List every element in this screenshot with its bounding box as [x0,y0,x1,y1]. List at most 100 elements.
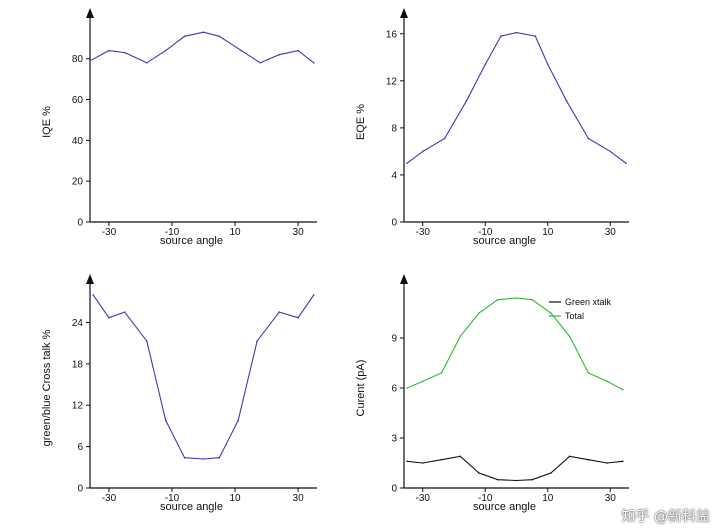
data-point [183,35,186,38]
data-point [313,62,315,64]
y-tick-label: 8 [391,123,397,134]
y-tick-label: 20 [72,177,84,188]
data-point [218,456,221,459]
data-point [146,340,148,342]
data-point [531,298,533,301]
data-point [515,31,518,34]
y-axis-arrow [86,8,94,18]
x-tick-label: -10 [165,227,180,238]
data-point [218,35,221,38]
data-point [406,162,408,164]
y-tick-label: 6 [77,442,83,453]
x-axis-label: source angle [160,501,223,513]
y-tick-label: 12 [386,76,398,87]
data-point [259,62,262,64]
y-tick-label: 0 [391,484,397,495]
y-axis-label: green/blue Cross talk % [41,329,53,446]
data-point [531,478,533,481]
y-tick-label: 0 [77,218,83,229]
y-axis-arrow [86,274,94,284]
y-tick-label: 6 [391,384,397,395]
chart-2: 0 4 8 12 16 -30 -10 10 30 source angle EQE % [355,8,629,247]
data-point [123,311,126,313]
x-tick-label: 10 [229,227,241,238]
data-point [440,372,443,374]
data-point [459,335,462,338]
y-tick-label: 3 [391,434,397,445]
data-point [478,312,480,314]
y-tick-label: 80 [72,54,84,65]
data-point [164,49,167,52]
x-tick-label: -10 [165,493,180,504]
x-tick-label: 30 [293,227,305,238]
data-point [108,49,110,52]
data-point [297,316,299,319]
chart-1: 0 20 40 60 80 -30 -10 10 30 source angle IQE % [41,8,317,247]
watermark: 知乎 @新科益 [621,509,710,525]
x-tick-label: 10 [229,493,241,504]
data-point [587,137,590,140]
data-point [515,297,518,299]
data-point [497,298,499,301]
series-line-1 [406,32,627,164]
x-tick-label: -10 [478,227,493,238]
data-point [123,51,126,54]
y-tick-label: 18 [72,359,84,370]
data-point [622,460,624,463]
data-point [406,387,408,389]
y-tick-label: 60 [72,95,84,106]
data-point [497,478,499,481]
x-tick-label: -30 [102,493,117,504]
x-tick-label: 30 [605,227,617,238]
data-point [459,455,462,458]
data-point [278,311,281,313]
data-point [440,458,443,461]
series-line-total [406,297,624,391]
series-line-1 [92,294,315,460]
x-tick-label: 30 [605,493,617,504]
x-axis-label: source angle [473,235,536,247]
data-point [484,63,487,66]
y-axis-arrow [400,8,408,18]
data-point [422,462,424,464]
y-tick-label: 0 [77,484,83,495]
y-tick-label: 0 [391,218,397,229]
legend-label: Total [565,311,584,321]
data-point [515,479,518,482]
legend: Green xtalk Total [549,297,612,321]
data-point [92,294,94,296]
data-point [587,458,590,461]
series-line-green-xtalk [407,455,623,482]
data-point [202,31,205,33]
x-tick-label: -30 [102,227,117,238]
x-tick-label: -30 [416,493,431,504]
data-point [422,380,424,383]
y-tick-label: 24 [72,318,84,329]
y-tick-label: 9 [391,334,397,345]
series-line-1 [89,31,315,64]
data-point [108,316,110,319]
y-axis-arrow [400,274,408,284]
data-point [609,150,612,153]
data-point [606,380,608,383]
data-point [256,340,258,342]
legend-label: Green xtalk [565,297,612,307]
data-point [534,35,537,37]
data-point [550,472,552,474]
x-axis-label: source angle [160,235,223,247]
data-point [465,100,468,102]
x-tick-label: 10 [542,227,554,238]
data-point [568,335,571,338]
y-tick-label: 12 [72,401,84,412]
data-point [164,419,167,422]
y-tick-label: 16 [386,29,398,40]
data-point [406,460,408,463]
data-point [622,388,624,391]
data-point [587,372,590,374]
data-point [237,419,239,422]
data-point [240,49,243,52]
x-tick-label: -30 [416,227,431,238]
data-point [183,456,186,459]
data-point [500,35,502,37]
data-point [443,137,446,140]
